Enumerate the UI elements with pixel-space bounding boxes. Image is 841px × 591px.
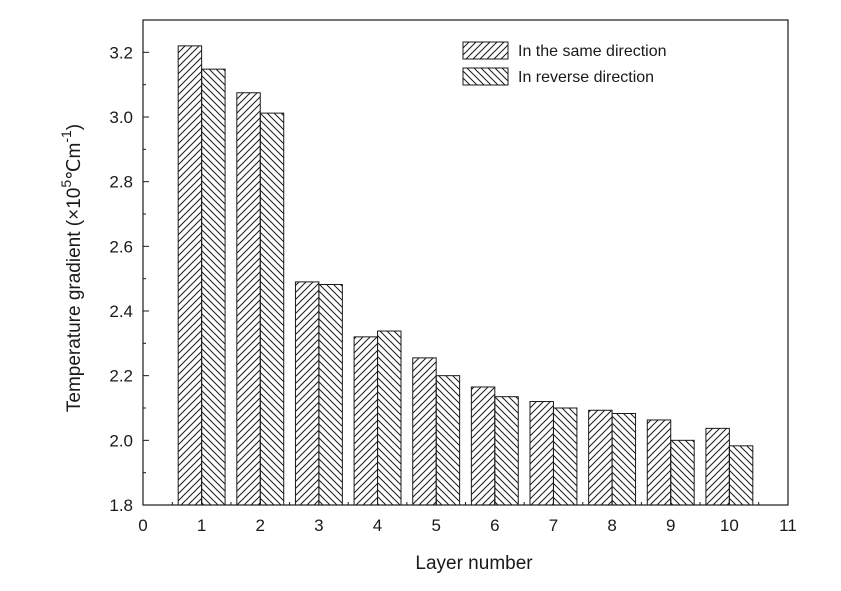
bar-series-2-layer-8 bbox=[611, 412, 637, 506]
y-axis-title-unit-exponent: -1 bbox=[58, 130, 74, 143]
y-axis-title-base: 10 bbox=[64, 188, 85, 209]
bar-series-1-layer-7 bbox=[529, 401, 554, 506]
legend-label-series-1: In the same direction bbox=[518, 43, 667, 60]
y-tick-label: 2.2 bbox=[109, 367, 133, 386]
x-tick-label: 1 bbox=[197, 516, 206, 535]
bar-series-2-layer-3 bbox=[318, 283, 343, 506]
x-axis-title: Layer number bbox=[415, 553, 533, 574]
x-tick-label: 3 bbox=[314, 516, 323, 535]
bar-series-1-layer-10 bbox=[705, 427, 730, 506]
y-tick-label: 2.0 bbox=[109, 431, 133, 450]
x-tick-label: 4 bbox=[373, 516, 382, 535]
bar-series-2-layer-7 bbox=[552, 407, 578, 506]
x-tick-label: 6 bbox=[490, 516, 499, 535]
bar-series-1-layer-9 bbox=[646, 419, 672, 506]
bar-series-1-layer-4 bbox=[353, 336, 379, 506]
y-tick-label: 1.8 bbox=[109, 496, 133, 515]
bars-group bbox=[177, 45, 754, 506]
bar-series-2-layer-10 bbox=[728, 445, 754, 506]
bar-series-1-layer-2 bbox=[236, 92, 261, 506]
bar-series-1-layer-5 bbox=[412, 357, 437, 506]
x-tick-label: 9 bbox=[666, 516, 675, 535]
x-tick-label: 8 bbox=[607, 516, 616, 535]
y-axis-title: Temperature gradient (×105℃m-1) bbox=[58, 124, 85, 412]
y-axis-title-suffix: ) bbox=[64, 124, 85, 130]
legend-swatch-series-1 bbox=[462, 41, 509, 60]
legend: In the same direction In reverse directio… bbox=[462, 41, 667, 86]
y-tick-label: 2.4 bbox=[109, 302, 133, 321]
y-axis-title-times: × bbox=[64, 209, 85, 220]
y-axis-title-unit: ℃m bbox=[64, 143, 85, 180]
ticks-group: 0 1 2 3 4 5 6 7 8 9 10 11 1.8 2.0 2.2 2.4 2.6 2.8 3.0 3.2 bbox=[109, 43, 796, 535]
bar-series-1-layer-3 bbox=[294, 281, 320, 506]
y-tick-label: 2.8 bbox=[109, 173, 133, 192]
x-tick-label: 5 bbox=[431, 516, 440, 535]
legend-swatch-series-2 bbox=[462, 67, 509, 86]
y-axis-title-text: Temperature gradient (×105℃m-1) bbox=[58, 124, 85, 412]
y-tick-label: 2.6 bbox=[109, 237, 133, 256]
y-tick-label: 3.2 bbox=[109, 43, 133, 62]
bar-series-2-layer-1 bbox=[201, 68, 226, 506]
bar-series-2-layer-4 bbox=[377, 330, 402, 506]
x-tick-label: 2 bbox=[256, 516, 265, 535]
legend-label-series-2: In reverse direction bbox=[518, 69, 654, 86]
y-tick-label: 3.0 bbox=[109, 108, 133, 127]
bar-series-1-layer-6 bbox=[470, 386, 496, 506]
y-axis-title-prefix: Temperature gradient ( bbox=[64, 219, 85, 412]
bar-series-1-layer-8 bbox=[588, 409, 613, 506]
bar-series-2-layer-2 bbox=[259, 112, 285, 506]
x-tick-label: 10 bbox=[720, 516, 739, 535]
bar-series-1-layer-1 bbox=[177, 45, 203, 506]
bar-series-2-layer-5 bbox=[435, 375, 461, 506]
y-axis-title-exponent: 5 bbox=[58, 180, 74, 188]
bar-series-2-layer-9 bbox=[670, 439, 695, 506]
x-tick-label: 11 bbox=[779, 516, 797, 535]
bar-series-2-layer-6 bbox=[494, 396, 519, 506]
x-tick-label: 0 bbox=[138, 516, 147, 535]
x-tick-label: 7 bbox=[549, 516, 558, 535]
